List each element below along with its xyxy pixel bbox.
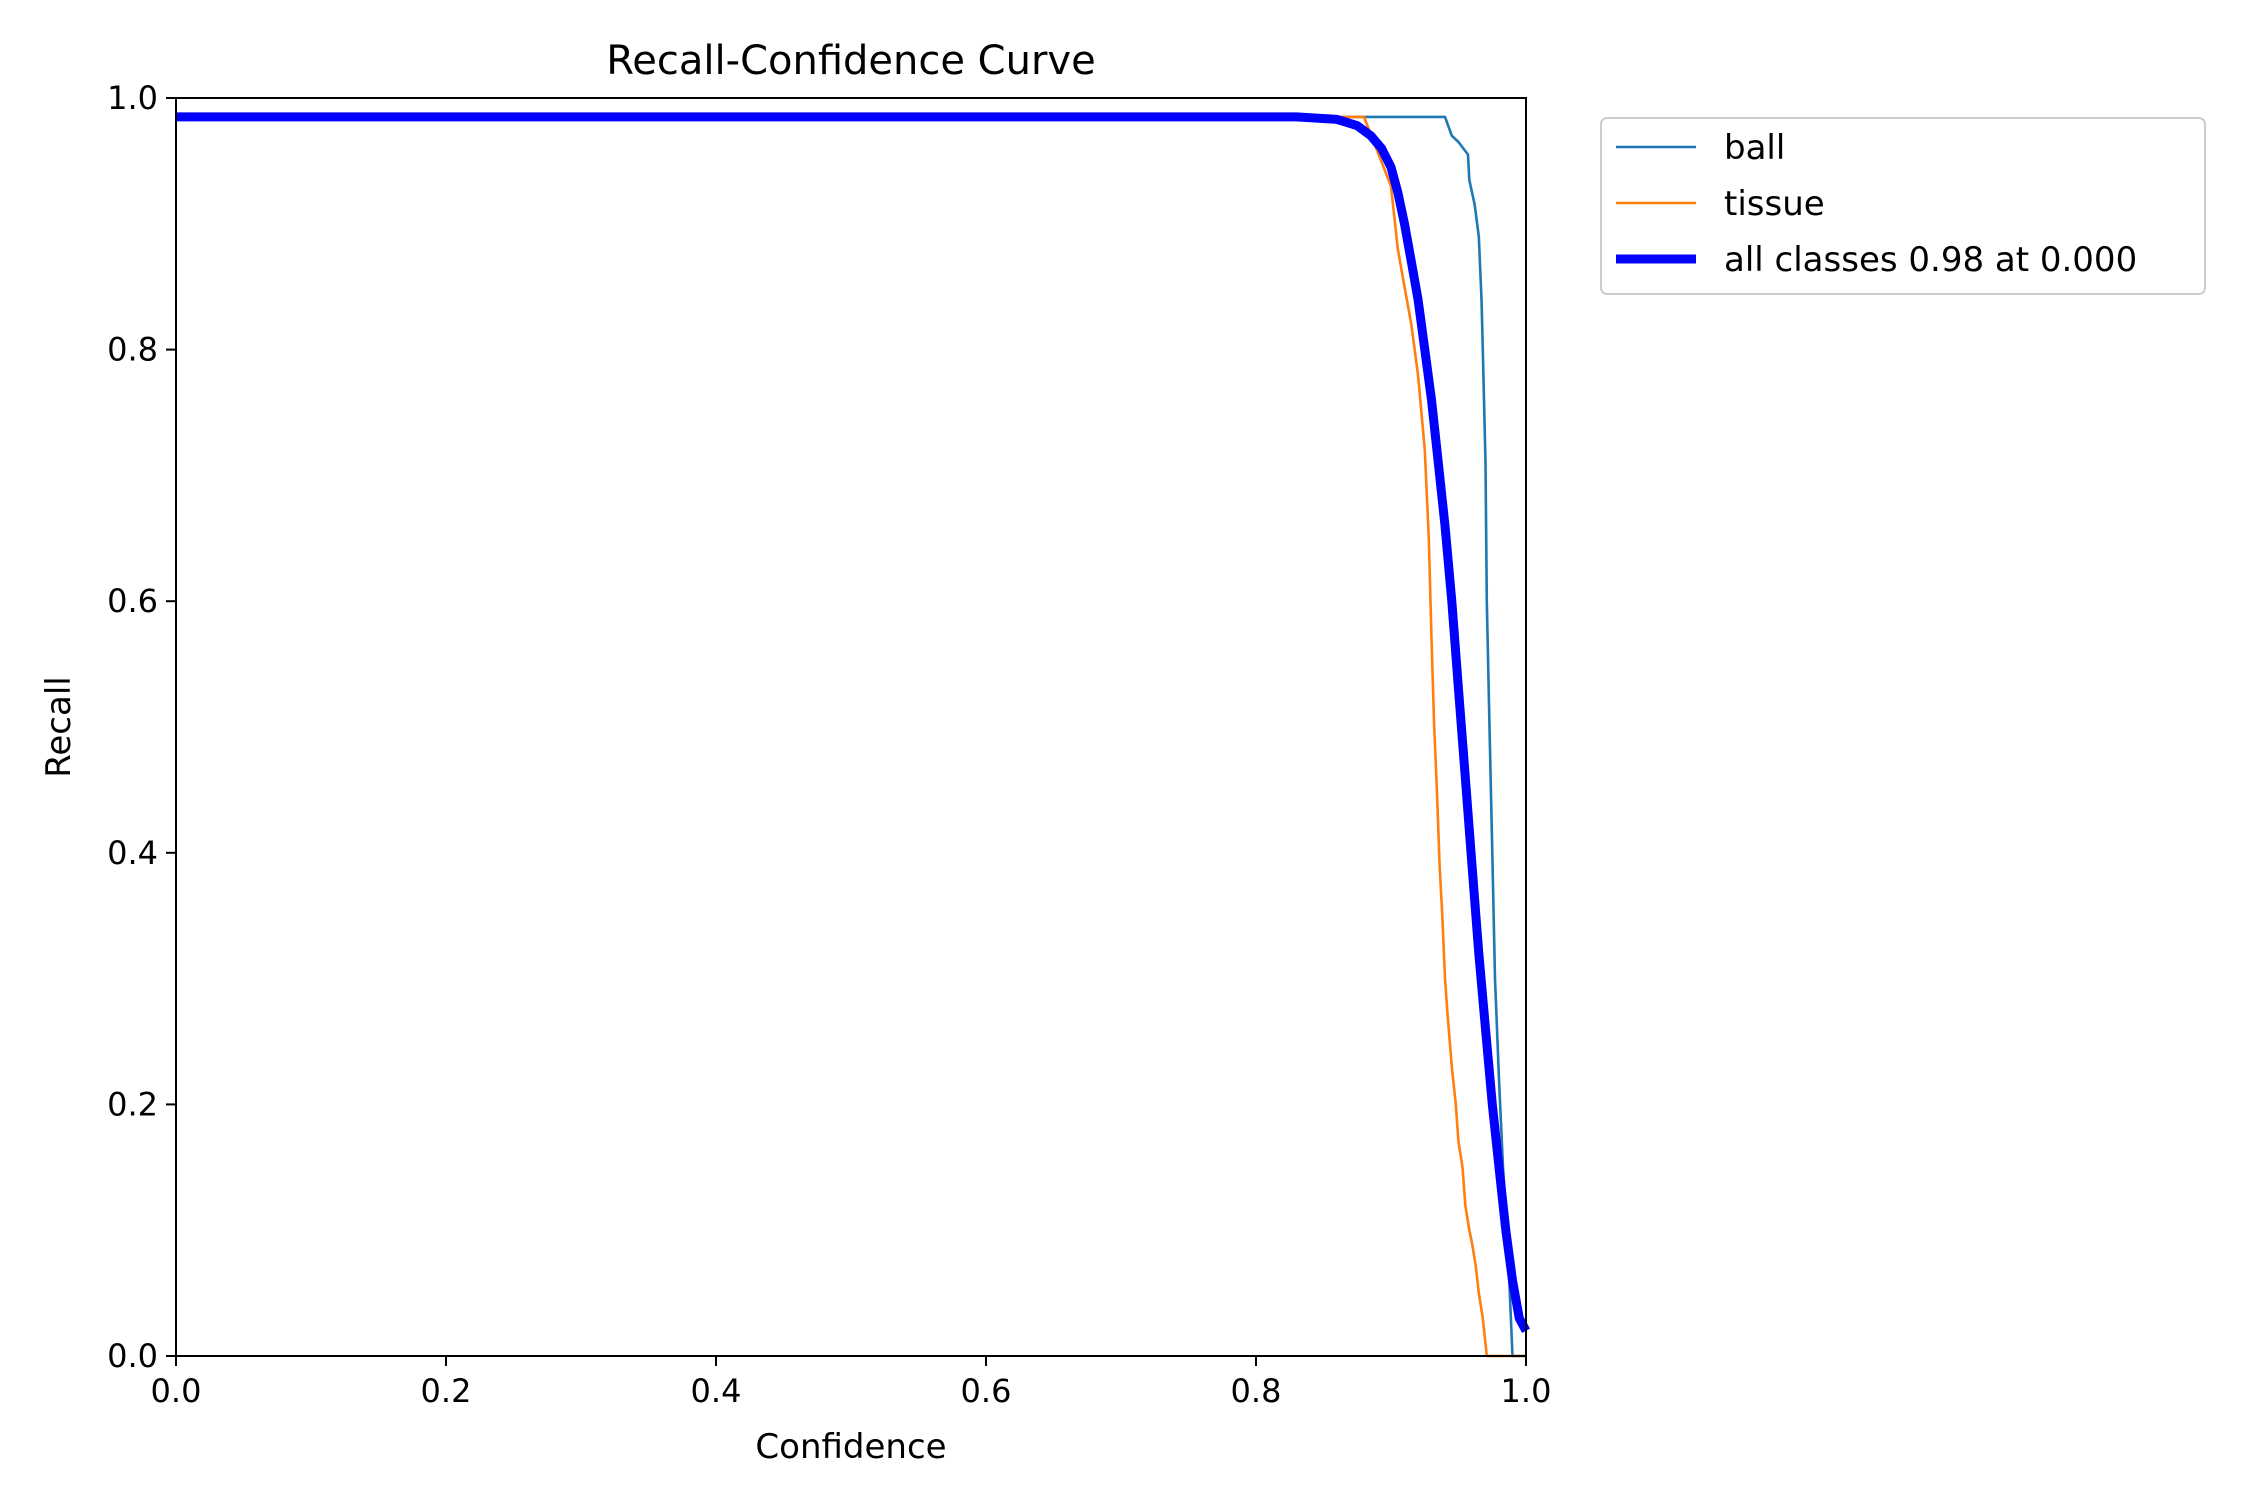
- y-axis-ticks: 0.0 0.2 0.4 0.6 0.8 1.0: [107, 79, 176, 1375]
- y-tick-label: 0.2: [107, 1085, 158, 1123]
- y-tick-label: 0.8: [107, 331, 158, 369]
- y-tick-label: 0.4: [107, 834, 158, 872]
- x-axis-ticks: 0.0 0.2 0.4 0.6 0.8 1.0: [151, 1356, 1552, 1410]
- x-tick-label: 0.4: [691, 1372, 742, 1410]
- chart-title: Recall-Confidence Curve: [606, 38, 1095, 84]
- legend-label: tissue: [1724, 184, 1825, 224]
- series-line-2: [176, 112, 1530, 1333]
- x-tick-label: 1.0: [1501, 1372, 1552, 1410]
- y-tick-label: 0.6: [107, 582, 158, 620]
- legend: ball tissue all classes 0.98 at 0.000: [1600, 117, 2206, 295]
- x-axis-label: Confidence: [755, 1427, 946, 1467]
- plot-frame: [175, 97, 1527, 1357]
- x-tick-label: 0.8: [1231, 1372, 1282, 1410]
- x-tick-label: 0.6: [961, 1372, 1012, 1410]
- series-line-1: [176, 115, 1526, 1358]
- series-line-0: [176, 115, 1526, 1358]
- series-layer: [176, 112, 1530, 1358]
- legend-label: ball: [1724, 128, 1785, 168]
- legend-box: [1600, 117, 2206, 295]
- legend-label: all classes 0.98 at 0.000: [1724, 240, 2137, 280]
- y-tick-label: 0.0: [107, 1337, 158, 1375]
- x-tick-label: 0.2: [421, 1372, 472, 1410]
- y-tick-label: 1.0: [107, 79, 158, 117]
- y-axis-label: Recall: [39, 676, 79, 777]
- x-tick-label: 0.0: [151, 1372, 202, 1410]
- plot-area: [176, 98, 1526, 1356]
